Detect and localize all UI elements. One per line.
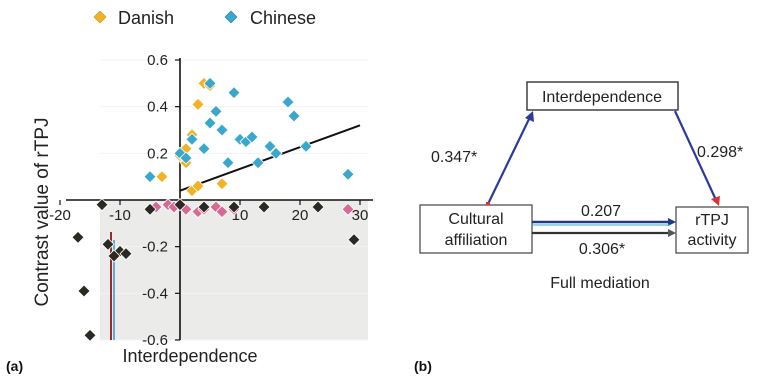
diagram-caption: Full mediation bbox=[550, 275, 650, 292]
data-point-series-1 bbox=[215, 123, 229, 137]
data-point-series-3 bbox=[143, 202, 157, 216]
data-point-series-1 bbox=[143, 170, 157, 184]
data-point-series-1 bbox=[251, 156, 265, 170]
predictor-box bbox=[419, 204, 533, 254]
x-tick-label: 30 bbox=[352, 207, 369, 224]
panel-b-label: (b) bbox=[414, 358, 432, 374]
data-point-series-1 bbox=[287, 109, 301, 123]
outcome-label-line1: rTPJ bbox=[695, 212, 729, 229]
data-point-series-0 bbox=[155, 170, 169, 184]
data-point-series-3 bbox=[257, 200, 271, 214]
data-point-series-3 bbox=[101, 237, 115, 251]
data-point-series-1 bbox=[341, 167, 355, 181]
data-point-series-1 bbox=[281, 95, 295, 109]
x-axis-label: Interdependence bbox=[122, 346, 257, 366]
data-point-series-3 bbox=[71, 230, 85, 244]
legend: Danish Chinese bbox=[93, 8, 316, 28]
panel-a: Danish Chinese -20 -10 10 20 30 0.60.40.2-0.… bbox=[6, 8, 373, 374]
data-point-series-1 bbox=[245, 130, 259, 144]
data-point-series-1 bbox=[269, 146, 283, 160]
path-a-arrowhead bbox=[525, 111, 534, 122]
fit-line bbox=[179, 124, 361, 192]
data-point-series-1 bbox=[227, 86, 241, 100]
data-point-series-1 bbox=[197, 142, 211, 156]
legend-label-chinese: Chinese bbox=[250, 8, 316, 28]
data-point-series-3 bbox=[83, 328, 97, 342]
path-a-arrow bbox=[487, 116, 531, 205]
path-a-value: 0.347* bbox=[431, 149, 477, 166]
data-point-series-1 bbox=[203, 116, 217, 130]
y-tick-label: -0.2 bbox=[142, 239, 168, 256]
predictor-label-line1: Cultural bbox=[448, 211, 503, 228]
data-point-series-3 bbox=[347, 233, 361, 247]
data-point-series-3 bbox=[173, 198, 187, 212]
x-tick-label: -10 bbox=[109, 207, 131, 224]
legend-marker-danish bbox=[93, 10, 107, 24]
y-tick-label: -0.6 bbox=[142, 332, 168, 349]
legend-marker-chinese bbox=[224, 10, 238, 24]
x-tick-label: 20 bbox=[292, 207, 309, 224]
path-a-mark bbox=[486, 202, 490, 205]
y-tick-label: 0.4 bbox=[147, 99, 168, 116]
path-b-arrow bbox=[674, 110, 717, 201]
path-b-arrowhead bbox=[711, 196, 720, 206]
data-point-series-1 bbox=[209, 104, 223, 118]
path-c-value: 0.306* bbox=[579, 241, 625, 258]
y-tick-label: -0.4 bbox=[142, 285, 168, 302]
predictor-label-line2: affiliation bbox=[445, 232, 508, 249]
data-point-series-1 bbox=[221, 156, 235, 170]
path-c-prime-value: 0.207 bbox=[581, 203, 621, 220]
data-point-series-3 bbox=[107, 249, 121, 263]
panel-b: Interdependence Cultural affiliation rTP… bbox=[414, 81, 749, 374]
data-point-series-3 bbox=[311, 200, 325, 214]
data-point-series-0 bbox=[191, 179, 205, 193]
y-ticks: 0.6 0.4 0.2 -0.2 -0.4 -0.6 bbox=[142, 52, 180, 349]
data-point-series-0 bbox=[191, 97, 205, 111]
data-point-series-3 bbox=[119, 247, 133, 261]
plot-lower-background bbox=[100, 200, 368, 340]
data-point-series-2 bbox=[215, 205, 229, 219]
data-point-series-1 bbox=[263, 139, 277, 153]
path-c-prime-arrowhead bbox=[668, 218, 676, 226]
data-point-series-2 bbox=[341, 202, 355, 216]
mediator-label: Interdependence bbox=[542, 89, 662, 106]
mediator-box bbox=[526, 81, 679, 111]
data-point-series-3 bbox=[95, 198, 109, 212]
gridlines bbox=[100, 59, 368, 341]
panel-a-label: (a) bbox=[6, 358, 23, 374]
data-point-series-1 bbox=[185, 132, 199, 146]
data-point-series-3 bbox=[197, 200, 211, 214]
path-b-value: 0.298* bbox=[697, 144, 743, 161]
data-point-series-3 bbox=[227, 200, 241, 214]
data-point-series-1 bbox=[179, 151, 193, 165]
data-point-series-0 bbox=[215, 177, 229, 191]
path-c-arrowhead bbox=[668, 229, 676, 237]
data-point-series-1 bbox=[299, 139, 313, 153]
data-point-series-1 bbox=[203, 76, 217, 90]
legend-label-danish: Danish bbox=[118, 8, 174, 28]
y-tick-label: 0.6 bbox=[147, 52, 168, 69]
x-tick-label: -20 bbox=[49, 207, 71, 224]
scatter-points bbox=[71, 76, 361, 342]
x-ticks: -20 -10 10 20 30 bbox=[49, 200, 368, 224]
y-axis-label: Contrast value of rTPJ bbox=[32, 117, 53, 306]
y-tick-label: 0.2 bbox=[147, 145, 168, 162]
outcome-label-line2: activity bbox=[688, 232, 737, 249]
data-point-series-3 bbox=[77, 284, 91, 298]
outcome-box bbox=[675, 206, 749, 254]
